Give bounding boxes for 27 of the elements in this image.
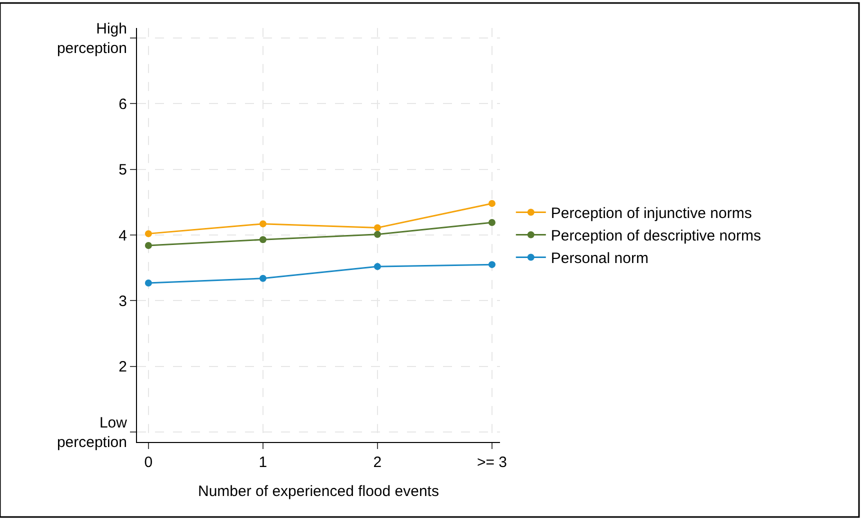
legend-label: Perception of injunctive norms [550, 205, 752, 222]
y-tick-label: 3 [118, 292, 127, 310]
point [259, 220, 266, 228]
y-tick-label: High perception [56, 20, 127, 57]
y-tick-label: 6 [118, 96, 127, 113]
y-tick-label: Low perception [56, 414, 128, 452]
point [374, 230, 381, 238]
point [259, 236, 266, 244]
x-tick-label: >= 3 [476, 454, 507, 471]
x-axis-title: Number of experienced flood events [198, 483, 439, 500]
legend-label: Perception of descriptive norms [550, 228, 761, 245]
y-tick-label: 5 [118, 162, 127, 179]
x-tick-label: 1 [258, 454, 268, 471]
point [144, 242, 152, 250]
x-tick-label: 2 [373, 454, 382, 471]
point [488, 200, 496, 207]
legend-label: Personal norm [550, 250, 648, 268]
point [488, 261, 496, 268]
point [488, 219, 496, 226]
point [144, 279, 152, 286]
point [374, 224, 381, 232]
point [144, 230, 152, 238]
y-tick-label: 4 [118, 227, 127, 244]
y-tick-label: 2 [118, 358, 127, 376]
point [374, 263, 381, 270]
point [259, 274, 266, 282]
x-tick-label: 0 [144, 454, 153, 471]
